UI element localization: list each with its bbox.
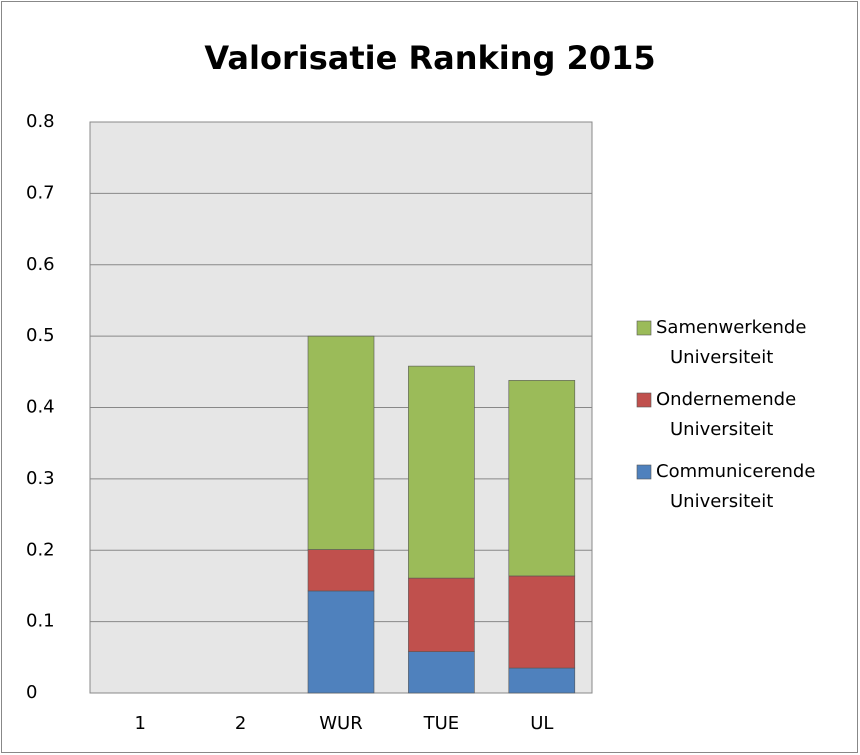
legend-swatch: [636, 464, 652, 480]
x-tick-label: TUE: [423, 713, 460, 734]
y-tick-label: 0.4: [26, 397, 55, 418]
y-tick-label: 0.3: [26, 468, 55, 489]
bar-segment: [408, 577, 475, 652]
bar-segment: [408, 651, 475, 694]
legend-label: Ondernemende Universiteit: [656, 389, 796, 440]
y-tick-label: 0.2: [26, 539, 55, 560]
bar-segment: [508, 667, 576, 694]
x-tick-label: 1: [134, 713, 145, 734]
y-tick-label: 0.6: [26, 254, 55, 275]
y-tick-label: 0.8: [26, 111, 55, 132]
y-tick-label: 0.7: [26, 182, 55, 203]
legend-swatch: [636, 392, 652, 408]
bar-segment: [508, 380, 576, 577]
bar-segment: [307, 549, 375, 592]
bar-segment: [307, 335, 375, 550]
x-tick-label: UL: [530, 713, 553, 734]
y-tick-label: 0: [26, 682, 37, 703]
bar-segment: [508, 575, 576, 669]
x-tick-label: WUR: [319, 713, 362, 734]
x-tick-label: 2: [235, 713, 246, 734]
legend-swatch: [636, 320, 652, 336]
y-tick-label: 0.5: [26, 325, 55, 346]
legend-label: Samenwerkende Universiteit: [656, 317, 806, 368]
bar-segment: [307, 590, 375, 694]
bar-segment: [408, 365, 475, 579]
y-tick-label: 0.1: [26, 611, 55, 632]
chart-title: Valorisatie Ranking 2015: [204, 39, 655, 77]
legend-label: Communicerende Universiteit: [656, 461, 815, 512]
